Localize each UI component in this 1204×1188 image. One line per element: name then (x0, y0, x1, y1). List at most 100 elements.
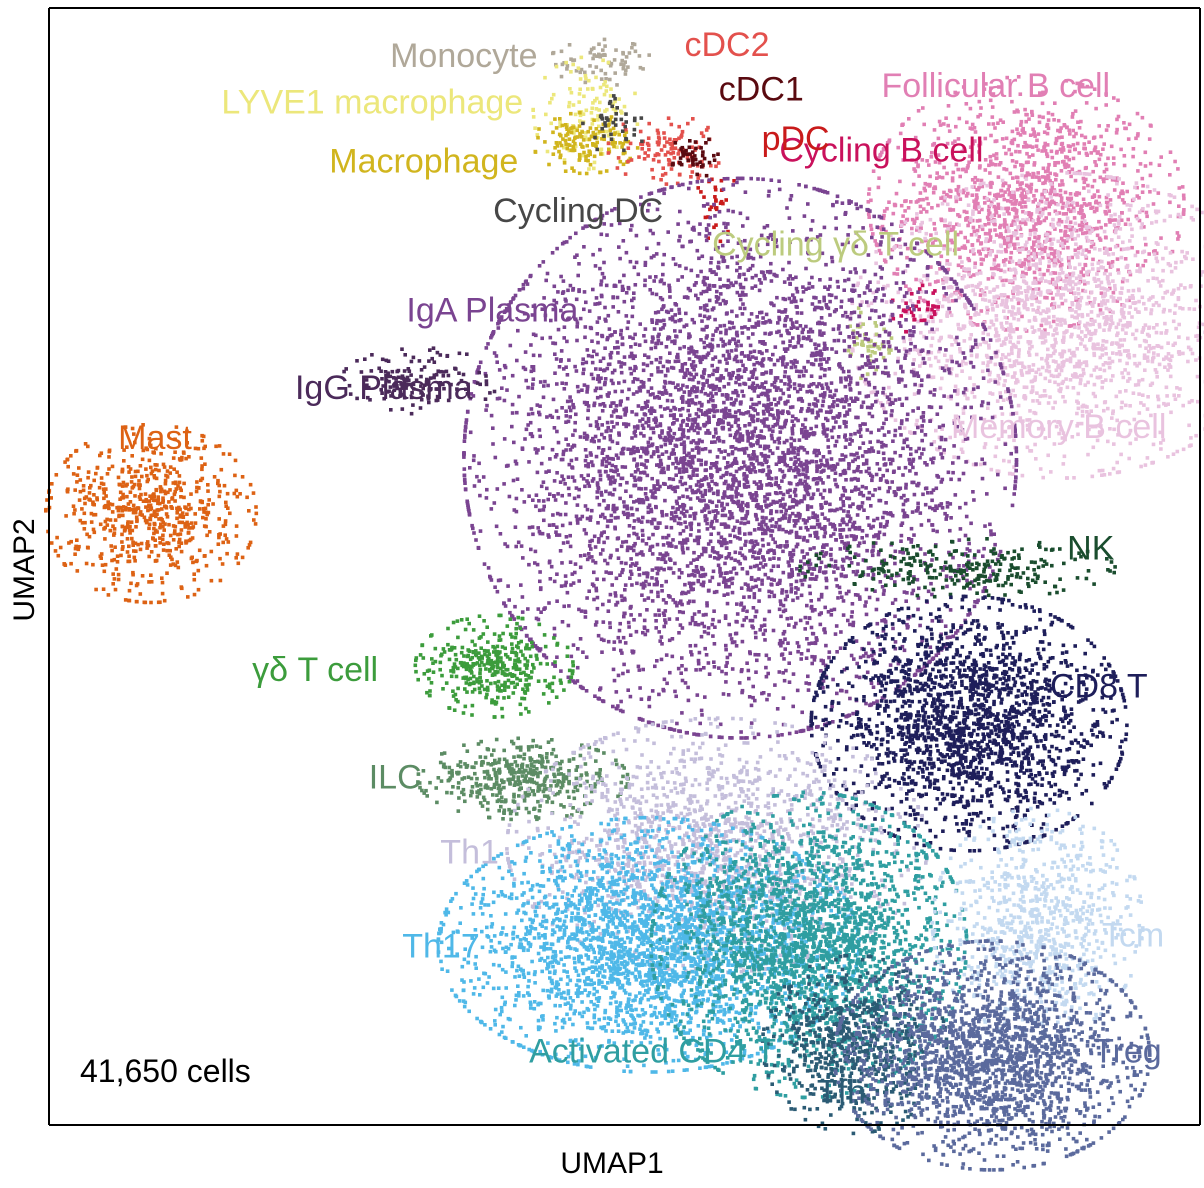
data-point (1119, 405, 1124, 410)
data-point (1115, 470, 1120, 475)
data-point (1048, 246, 1053, 251)
data-point (1119, 255, 1124, 260)
data-point (1114, 131, 1119, 135)
data-point (1068, 198, 1073, 203)
data-point (1032, 317, 1037, 322)
data-point (1052, 252, 1056, 256)
data-point (541, 480, 546, 484)
data-point (1016, 340, 1021, 345)
data-point (655, 140, 660, 145)
data-point (1187, 400, 1192, 405)
data-point (854, 572, 858, 577)
data-point (647, 147, 651, 152)
data-point (983, 168, 988, 172)
data-point (1017, 311, 1022, 316)
data-point (1099, 286, 1104, 291)
data-point (1153, 209, 1158, 213)
data-point (968, 145, 973, 149)
data-point (648, 275, 652, 279)
data-point (988, 98, 993, 103)
data-point (1140, 330, 1144, 334)
data-point (707, 672, 712, 676)
data-point (1046, 253, 1050, 257)
data-point (904, 199, 908, 203)
data-point (952, 455, 956, 459)
data-point (1123, 222, 1128, 226)
data-point (600, 409, 605, 413)
data-point (919, 318, 924, 323)
data-point (1030, 385, 1035, 389)
data-point (1030, 145, 1035, 149)
data-point (1052, 343, 1057, 348)
data-point (909, 310, 914, 315)
data-point (1141, 328, 1145, 332)
data-point (650, 544, 655, 549)
data-point (1104, 211, 1109, 216)
data-point (918, 364, 922, 368)
data-point (981, 331, 986, 335)
data-point (1116, 296, 1121, 301)
data-point (1159, 331, 1164, 335)
data-point (841, 599, 846, 603)
data-point (1111, 290, 1116, 295)
data-point (1002, 145, 1006, 149)
data-point (1019, 163, 1023, 167)
data-point (935, 327, 939, 332)
data-point (1131, 147, 1136, 151)
data-point (1121, 323, 1125, 328)
data-point (956, 184, 961, 189)
data-point (856, 593, 860, 597)
data-point (697, 173, 702, 178)
data-point (1074, 131, 1078, 136)
data-point (992, 287, 997, 292)
data-point (1013, 394, 1017, 398)
data-point (1097, 219, 1101, 224)
data-point (1108, 198, 1113, 202)
data-point (1065, 273, 1069, 278)
data-point (1053, 349, 1057, 353)
data-point (1050, 223, 1055, 228)
data-point (929, 343, 934, 348)
data-point (605, 366, 610, 371)
data-point (1064, 162, 1069, 167)
data-point (1076, 251, 1081, 255)
data-point (699, 190, 703, 194)
data-point (1181, 193, 1186, 198)
data-point (708, 449, 712, 454)
data-point (637, 54, 642, 58)
data-point (933, 227, 937, 231)
data-point (568, 395, 572, 399)
data-point (1059, 293, 1063, 297)
data-point (985, 183, 989, 188)
data-point (607, 327, 612, 331)
data-point (1102, 328, 1106, 332)
data-point (1015, 262, 1019, 266)
data-point (901, 270, 905, 275)
data-point (585, 384, 590, 389)
data-point (1136, 263, 1140, 267)
data-point (869, 504, 873, 508)
data-point (603, 109, 607, 113)
data-point (899, 523, 904, 527)
data-point (1002, 309, 1006, 313)
data-point (830, 468, 834, 472)
data-point (713, 481, 717, 486)
data-point (565, 64, 570, 68)
data-point (1177, 335, 1181, 339)
data-point (663, 153, 668, 157)
data-point (939, 217, 943, 222)
data-point (1094, 200, 1098, 205)
data-point (869, 390, 874, 395)
data-point (603, 121, 607, 125)
data-point (733, 410, 738, 414)
data-point (905, 417, 909, 422)
data-point (623, 139, 627, 144)
data-point (1122, 163, 1127, 168)
data-point (1061, 379, 1066, 384)
data-point (1035, 399, 1040, 403)
data-point (1052, 314, 1056, 319)
data-point (978, 113, 983, 117)
data-point (1068, 228, 1073, 232)
data-point (608, 555, 613, 560)
data-point (659, 148, 664, 152)
